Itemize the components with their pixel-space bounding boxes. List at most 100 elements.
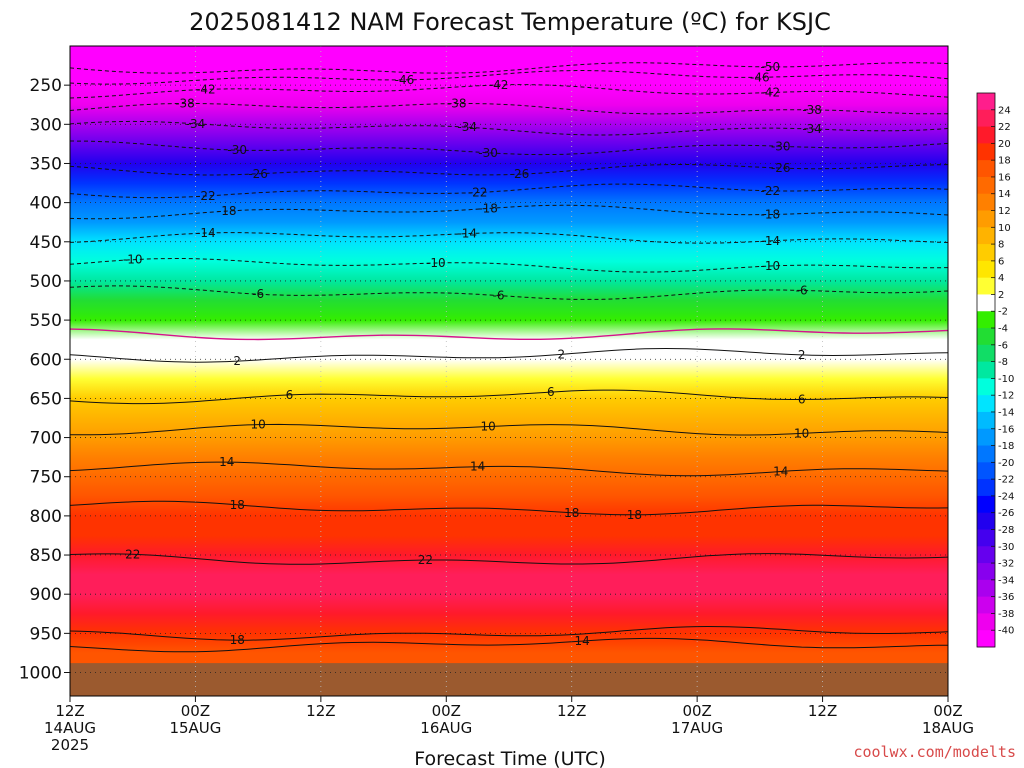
contour-label: -30 xyxy=(478,146,498,160)
contour-label: -26 xyxy=(248,167,268,181)
colorbar-label: -38 xyxy=(998,609,1014,620)
x-tick-label: 12Z xyxy=(808,702,837,720)
colorbar-swatch xyxy=(977,344,995,363)
y-tick-label: 750 xyxy=(30,468,62,488)
colorbar-label: -22 xyxy=(998,475,1014,486)
contour-label: -6 xyxy=(796,283,808,297)
y-tick-label: 450 xyxy=(30,233,62,253)
contour-label: -38 xyxy=(175,96,195,110)
colorbar-swatch xyxy=(977,462,995,480)
colorbar-swatch xyxy=(977,311,995,329)
contour-line xyxy=(70,328,948,341)
contour-label: 18 xyxy=(564,506,579,520)
colorbar-swatch xyxy=(977,630,995,648)
colorbar-swatch xyxy=(977,109,995,128)
contour-line xyxy=(70,553,948,565)
colorbar-swatch xyxy=(977,361,995,379)
x-tick-label: 00Z xyxy=(432,702,461,720)
contour-label: 14 xyxy=(575,634,590,648)
contour-label: -26 xyxy=(510,167,530,181)
contour-line xyxy=(70,423,948,436)
x-tick-label: 12Z xyxy=(55,702,84,720)
contour-label: 18 xyxy=(230,633,245,647)
y-tick-label: 550 xyxy=(30,311,62,331)
contour-label: -46 xyxy=(750,70,770,84)
x-tick-label: 00Z xyxy=(933,702,962,720)
colorbar-label: -6 xyxy=(998,340,1008,351)
colorbar-label: -12 xyxy=(998,391,1014,402)
x-tick-label: 00Z xyxy=(181,702,210,720)
contour-label: -42 xyxy=(489,78,509,92)
colorbar-swatch xyxy=(977,160,995,178)
colorbar-swatch xyxy=(977,244,995,262)
colorbar-label: 10 xyxy=(998,223,1011,234)
contour-label: -6 xyxy=(252,287,264,301)
colorbar-swatch xyxy=(977,227,995,245)
colorbar-label: -18 xyxy=(998,441,1014,452)
contour-label: -14 xyxy=(196,226,216,240)
colorbar-label: -16 xyxy=(998,424,1014,435)
colorbar-label: -4 xyxy=(998,324,1008,335)
y-tick-label: 1000 xyxy=(19,664,62,684)
contour-label: -26 xyxy=(771,161,791,175)
colorbar-label: 2 xyxy=(998,290,1004,301)
grid xyxy=(70,46,948,696)
colorbar-swatch xyxy=(977,563,995,581)
contour-label: -10 xyxy=(426,256,446,270)
x-tick-label: 14AUG xyxy=(44,719,96,737)
x-tick-label: 12Z xyxy=(557,702,586,720)
x-axis-label: Forecast Time (UTC) xyxy=(414,748,605,768)
contour-line xyxy=(70,500,948,516)
colorbar-swatch xyxy=(977,93,995,111)
y-tick-label: 850 xyxy=(30,546,62,566)
y-tick-label: 350 xyxy=(30,154,62,174)
colorbar-label: -20 xyxy=(998,458,1014,469)
y-tick-label: 900 xyxy=(30,585,62,605)
plot-area: -50-46 -46-42 -42-42-38 -38 -38-34 -34 -34-30-… xyxy=(69,45,949,697)
contour-label: 6 xyxy=(547,385,555,399)
colorbar-label: -26 xyxy=(998,508,1014,519)
colorbar-label: 8 xyxy=(998,240,1004,251)
contour-label: 10 xyxy=(251,418,266,432)
contour-label: -10 xyxy=(123,253,143,267)
y-axis: 250 300 350 400 450 500 550 600 650 700 750 800 850 9… xyxy=(19,76,70,684)
contour-label: -22 xyxy=(196,189,216,203)
colorbar-swatch xyxy=(977,143,995,161)
plot-frame xyxy=(69,45,949,697)
contour-line xyxy=(70,461,948,477)
contour-label: -38 xyxy=(447,96,467,110)
colorbar-swatch xyxy=(977,126,995,144)
colorbar-label: 12 xyxy=(998,206,1011,217)
colorbar-label: 22 xyxy=(998,122,1011,133)
contour-label: 6 xyxy=(798,393,806,407)
colorbar: 24 22 20 18 16 14 12 10 8 6 4 2 -2 -4 -6 -8 -10 -12 -14 -16… xyxy=(976,92,1014,648)
contour-labels: -50-46 -46-42 -42-42-38 -38 -38-34 -34 -34-30-… xyxy=(123,60,822,648)
colorbar-swatch xyxy=(977,529,995,547)
contour-label: 14 xyxy=(219,455,234,469)
colorbar-swatch xyxy=(977,210,995,228)
colorbar-swatch xyxy=(977,579,995,598)
colorbar-label: -24 xyxy=(998,491,1014,502)
contours xyxy=(70,62,948,653)
below-ground-mask xyxy=(70,663,948,696)
contour-label: -18 xyxy=(217,204,237,218)
y-tick-label: 400 xyxy=(30,194,62,214)
contour-label: -50 xyxy=(761,60,781,74)
colorbar-label: -40 xyxy=(998,626,1014,637)
colorbar-label: -32 xyxy=(998,559,1014,570)
colorbar-swatch xyxy=(977,428,995,447)
colorbar-label: 24 xyxy=(998,105,1011,116)
contour-label: 18 xyxy=(627,508,642,522)
x-tick-label: 17AUG xyxy=(671,719,723,737)
x-tick-label: 00Z xyxy=(682,702,711,720)
colorbar-swatch xyxy=(977,277,995,295)
colorbar-label: 18 xyxy=(998,156,1011,167)
y-tick-label: 600 xyxy=(30,350,62,370)
colorbar-swatch xyxy=(977,294,995,312)
contour-label: -30 xyxy=(227,143,247,157)
y-tick-label: 800 xyxy=(30,507,62,527)
colorbar-swatch xyxy=(977,328,995,346)
contour-line xyxy=(70,625,948,641)
colorbar-label: 6 xyxy=(998,256,1004,267)
y-tick-label: 700 xyxy=(30,429,62,449)
